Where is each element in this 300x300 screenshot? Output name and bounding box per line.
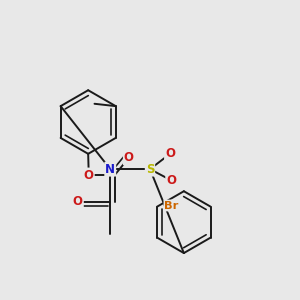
Text: O: O <box>73 195 83 208</box>
Text: O: O <box>165 147 175 160</box>
Text: Br: Br <box>164 200 179 211</box>
Text: O: O <box>84 169 94 182</box>
Text: N: N <box>105 163 115 176</box>
Text: S: S <box>146 163 154 176</box>
Text: O: O <box>124 152 134 164</box>
Text: O: O <box>166 174 176 187</box>
